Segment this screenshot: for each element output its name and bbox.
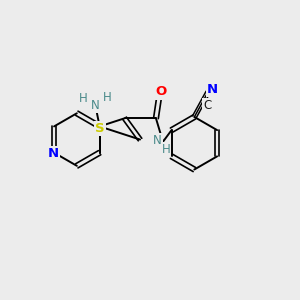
Text: H: H: [103, 91, 111, 104]
Text: H: H: [79, 92, 87, 105]
Text: N: N: [207, 82, 218, 96]
Text: N: N: [48, 147, 59, 160]
Text: H: H: [162, 143, 170, 156]
Text: C: C: [203, 99, 211, 112]
Text: N: N: [153, 134, 162, 147]
Text: N: N: [91, 99, 100, 112]
Text: S: S: [95, 122, 105, 135]
Text: O: O: [155, 85, 167, 98]
